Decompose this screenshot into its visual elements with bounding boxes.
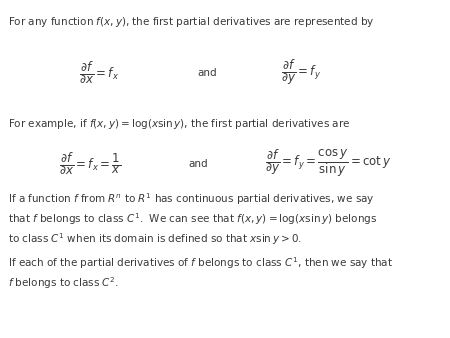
Text: For any function $f(x,y)$, the first partial derivatives are represented by: For any function $f(x,y)$, the first par… bbox=[8, 15, 375, 29]
Text: If a function $f$ from $R^n$ to $R^1$ has continuous partial derivatives, we say: If a function $f$ from $R^n$ to $R^1$ ha… bbox=[8, 191, 375, 207]
Text: $\dfrac{\partial f}{\partial y} = f_y$: $\dfrac{\partial f}{\partial y} = f_y$ bbox=[282, 58, 321, 87]
Text: and: and bbox=[197, 68, 217, 78]
Text: and: and bbox=[188, 159, 208, 169]
Text: For example, if $f(x,y) = \log(x \sin y)$, the first partial derivatives are: For example, if $f(x,y) = \log(x \sin y)… bbox=[8, 117, 351, 130]
Text: $f$ belongs to class $C^2$.: $f$ belongs to class $C^2$. bbox=[8, 275, 119, 291]
Text: $\dfrac{\partial f}{\partial x} = f_x$: $\dfrac{\partial f}{\partial x} = f_x$ bbox=[79, 60, 119, 86]
Text: to class $C^1$ when its domain is defined so that $x \sin y > 0$.: to class $C^1$ when its domain is define… bbox=[8, 232, 302, 247]
Text: $\dfrac{\partial f}{\partial y} = f_y = \dfrac{\cos y}{\sin y} = \cot y$: $\dfrac{\partial f}{\partial y} = f_y = … bbox=[265, 149, 392, 179]
Text: that $f$ belongs to class $C^1$.  We can see that $f(x,y) = \log(x \sin y)$ belo: that $f$ belongs to class $C^1$. We can … bbox=[8, 211, 377, 227]
Text: $\dfrac{\partial f}{\partial x} = f_x = \dfrac{1}{x}$: $\dfrac{\partial f}{\partial x} = f_x = … bbox=[59, 151, 121, 177]
Text: If each of the partial derivatives of $f$ belongs to class $C^1$, then we say th: If each of the partial derivatives of $f… bbox=[8, 255, 393, 271]
